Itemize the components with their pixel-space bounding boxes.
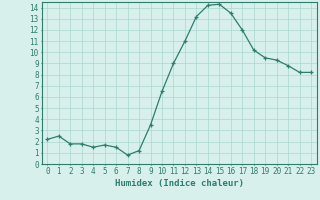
X-axis label: Humidex (Indice chaleur): Humidex (Indice chaleur) bbox=[115, 179, 244, 188]
